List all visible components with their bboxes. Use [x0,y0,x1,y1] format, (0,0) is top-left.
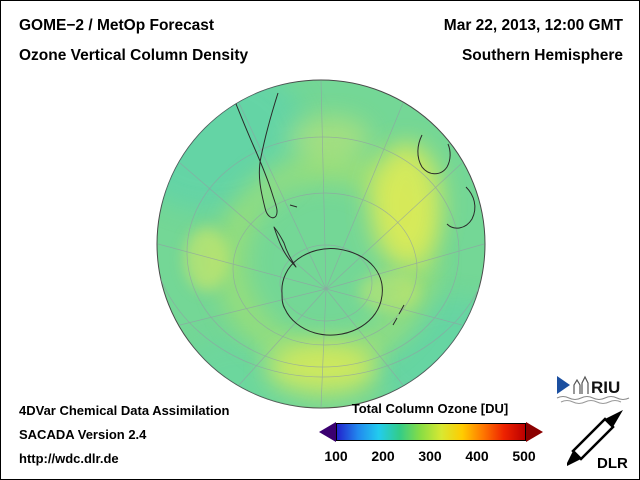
assimilation-label: 4DVar Chemical Data Assimilation [19,403,230,418]
footer-credits: 4DVar Chemical Data Assimilation SACADA … [19,399,230,471]
riu-cathedral-icon [573,375,589,394]
colorbar-tick-100: 100 [324,448,348,464]
hemisphere-label: Southern Hemisphere [461,47,623,64]
product-subtitle: Ozone Vertical Column Density [19,47,249,64]
colorbar [319,422,543,442]
colorbar-tick-500: 500 [512,448,536,464]
header-right: Mar 22, 2013, 12:00 GMT Southern Hemisph… [444,11,623,71]
header-left: GOME−2 / MetOp Forecast Ozone Vertical C… [19,11,248,71]
dlr-logo-text: DLR [597,455,628,471]
riu-logo-text: RIU [591,378,620,397]
riu-waves-icon [556,396,630,400]
coastlines [229,88,476,336]
riu-logo: RIU [556,375,630,404]
riu-arrow-icon [557,376,570,394]
colorbar-arrow-right [526,422,543,442]
coastline-falkland [289,204,298,208]
globe-svg [156,79,486,409]
dlr-emblem-icon [571,417,615,461]
colorbar-tick-400: 400 [465,448,489,464]
colorbar-tick-300: 300 [418,448,442,464]
colorbar-arrow-left [319,422,336,442]
url-label: http://wdc.dlr.de [19,451,119,466]
datetime-label: Mar 22, 2013, 12:00 GMT [443,17,623,34]
colorbar-title: Total Column Ozone [DU] [351,401,509,416]
globe-map [154,77,488,411]
graticule [157,80,485,408]
colorbar-gradient [336,423,526,441]
coastline-new-zealand [392,304,405,326]
coastline-antarctic-peninsula [273,226,297,268]
version-label: SACADA Version 2.4 [19,427,147,442]
colorbar-tick-200: 200 [371,448,395,464]
coastline-antarctica [281,248,383,336]
coastline-australia [446,186,476,229]
dlr-logo: DLR [567,410,628,471]
coastline-africa [417,134,451,175]
coastline-south-america [229,88,279,219]
product-title: GOME−2 / MetOp Forecast [19,17,215,34]
